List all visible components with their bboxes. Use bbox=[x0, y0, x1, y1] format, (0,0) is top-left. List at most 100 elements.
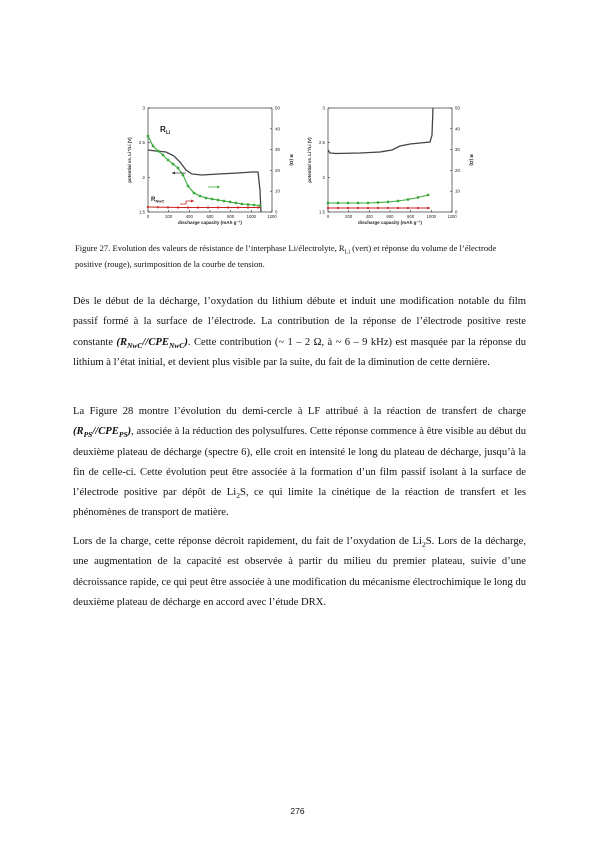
rli-point bbox=[146, 134, 150, 138]
rli-point bbox=[216, 198, 220, 202]
y2-tick-label: 10 bbox=[275, 189, 280, 194]
y-tick-label: 3 bbox=[323, 106, 326, 111]
y2-tick-label: 0 bbox=[455, 210, 458, 215]
x-tick-label: 1200 bbox=[447, 214, 457, 219]
paragraph-3: Lors de la charge, cette réponse décroit… bbox=[73, 536, 526, 608]
y-axis-label: potential vs. Li⁺/Li (V) bbox=[307, 137, 312, 183]
x-axis-label: discharge capacity (mAh g⁻¹) bbox=[358, 220, 422, 225]
rnwc-point bbox=[186, 206, 190, 209]
rli-point bbox=[416, 196, 420, 199]
y2-tick-label: 50 bbox=[275, 106, 280, 111]
rnwc-point bbox=[156, 206, 160, 209]
rli-point bbox=[228, 200, 232, 204]
rnwc-label: R bbox=[151, 197, 156, 203]
rnwc-point bbox=[196, 206, 200, 209]
rli-point bbox=[156, 149, 160, 153]
rli-point bbox=[176, 166, 180, 170]
rnwc-point bbox=[376, 206, 380, 210]
rli-point bbox=[246, 203, 250, 206]
x-tick-label: 200 bbox=[165, 214, 173, 219]
rps-term: (RPS//CPEPS) bbox=[73, 426, 132, 440]
rnwc-curve bbox=[147, 206, 260, 208]
rnwc-point bbox=[226, 206, 230, 209]
left-panel-chart: 0 200 400 600 800 1000 12001.522.5301020304050… bbox=[127, 106, 294, 226]
x-tick-label: 0 bbox=[147, 214, 150, 219]
x-tick-label: 800 bbox=[227, 214, 235, 219]
x-tick-label: 0 bbox=[327, 214, 330, 219]
rnwc-term: (RNwC//CPENwC) bbox=[116, 336, 188, 350]
paragraph-1: Dès le début de la décharge, l’oxydation… bbox=[73, 296, 527, 368]
rli-point bbox=[186, 184, 190, 188]
rli-point bbox=[240, 202, 244, 206]
rli-point bbox=[192, 191, 196, 195]
y2-tick-label: 30 bbox=[455, 147, 460, 152]
rli-curve bbox=[147, 135, 261, 207]
plot-frame bbox=[327, 107, 453, 213]
x-tick-label: 600 bbox=[207, 214, 215, 219]
voltage-curve bbox=[147, 149, 262, 213]
x-tick-label: 1000 bbox=[427, 214, 437, 219]
rli-point bbox=[234, 201, 238, 205]
y2-tick-label: 30 bbox=[275, 147, 280, 152]
x-tick-label: 800 bbox=[407, 214, 415, 219]
rnwc-point bbox=[216, 206, 220, 209]
y2-axis-label: R (Ω) bbox=[469, 154, 474, 166]
paragraph-2: La Figure 28 montre l’évolution du demi-… bbox=[73, 406, 526, 519]
rnwc-point bbox=[406, 206, 410, 210]
figure-27: 0 200 400 600 800 1000 1200 1.5 2 2.5 3 0 10 20 30 40 50… bbox=[120, 100, 480, 226]
arrow-rnwc-head bbox=[191, 199, 194, 203]
rnwc-point bbox=[166, 206, 170, 209]
arrow-left-axis-head bbox=[172, 171, 175, 175]
rli-point bbox=[406, 198, 410, 201]
x-tick-label: 600 bbox=[387, 214, 395, 219]
rnwc-point bbox=[346, 206, 350, 210]
rli-point bbox=[222, 199, 226, 203]
figure-caption: Figure 27. Evolution des valeurs de rési… bbox=[75, 243, 497, 270]
page-number: 276 bbox=[290, 806, 305, 816]
rnwc-label-sub: NwC bbox=[156, 199, 165, 204]
rli-point bbox=[356, 201, 360, 205]
rnwc-point bbox=[176, 206, 180, 209]
y2-tick-label: 20 bbox=[455, 168, 460, 173]
rnwc-point bbox=[416, 206, 420, 210]
y2-tick-label: 10 bbox=[455, 189, 460, 194]
y2-tick-label: 40 bbox=[275, 126, 280, 131]
x-axis-label: discharge capacity (mAh g⁻¹) bbox=[178, 220, 242, 225]
y-tick-label: 3 bbox=[143, 106, 146, 111]
arrow-rli-head bbox=[217, 185, 220, 189]
rnwc-point bbox=[396, 206, 400, 210]
arrow-rnwc-line bbox=[180, 200, 194, 205]
y2-axis-label: R (Ω) bbox=[289, 154, 294, 166]
rli-point bbox=[252, 203, 256, 207]
rnwc-point bbox=[366, 206, 370, 210]
y-tick-label: 1.5 bbox=[139, 210, 146, 215]
rli-point bbox=[198, 194, 202, 198]
y2-tick-label: 40 bbox=[455, 126, 460, 131]
rli-point bbox=[166, 158, 170, 162]
x-tick-label: 400 bbox=[366, 214, 374, 219]
y-tick-label: 2 bbox=[323, 175, 326, 180]
y2-tick-label: 20 bbox=[275, 168, 280, 173]
rnwc-point bbox=[236, 206, 240, 209]
rli-point bbox=[181, 173, 185, 177]
y-tick-label: 1.5 bbox=[319, 210, 326, 215]
rnwc-point bbox=[326, 206, 330, 210]
x-tick-label: 400 bbox=[186, 214, 194, 219]
rli-point bbox=[161, 153, 165, 157]
rnwc-point bbox=[426, 206, 430, 210]
y2-tick-label: 0 bbox=[275, 210, 278, 215]
rnwc-point bbox=[356, 206, 360, 210]
rnwc-point bbox=[386, 206, 390, 210]
y-tick-label: 2.5 bbox=[319, 140, 326, 145]
y-axis-label: potential vs. Li⁺/Li (V) bbox=[127, 137, 132, 183]
rnwc-point bbox=[336, 206, 340, 210]
x-tick-label: 1200 bbox=[267, 214, 277, 219]
x-tick-label: 1000 bbox=[247, 214, 257, 219]
x-tick-label: 200 bbox=[345, 214, 353, 219]
y-tick-label: 2.5 bbox=[139, 140, 146, 145]
rli-label-sub: Li bbox=[166, 130, 171, 136]
rli-point bbox=[210, 197, 214, 201]
rnwc-point bbox=[206, 206, 210, 209]
rnwc-point bbox=[256, 206, 260, 209]
rli-point bbox=[376, 201, 380, 204]
